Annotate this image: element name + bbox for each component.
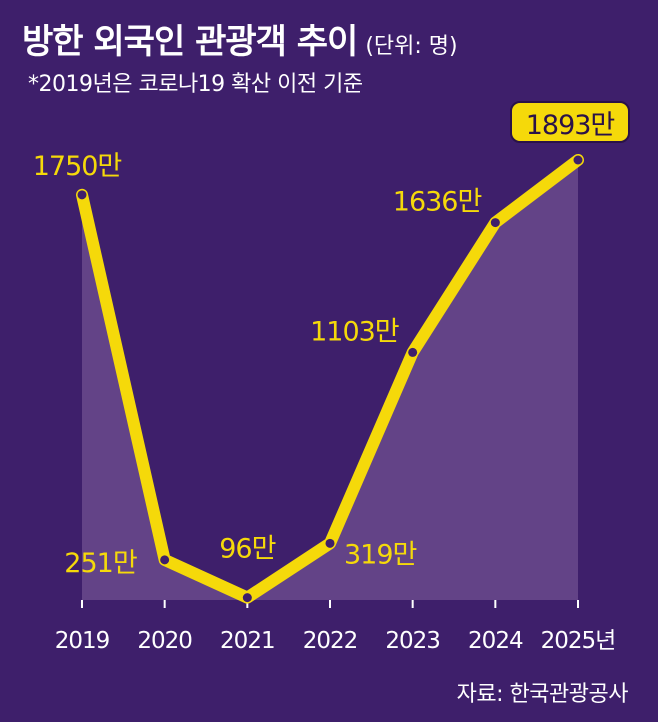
data-point-5 xyxy=(490,218,500,228)
x-tick-label-1: 2020 xyxy=(137,628,192,654)
x-tick-label-0: 2019 xyxy=(55,628,110,654)
x-tick-label-4: 2023 xyxy=(385,628,440,654)
data-label-5: 1636만 xyxy=(393,187,482,218)
chart-title-text: 방한 외국인 관광객 추이 xyxy=(22,22,358,62)
x-tick-label-3: 2022 xyxy=(303,628,358,654)
data-label-6: 1893만 xyxy=(526,110,615,141)
data-label-0: 1750만 xyxy=(33,151,122,182)
highlight-box xyxy=(510,101,630,143)
data-label-3: 319만 xyxy=(344,539,417,570)
data-point-4 xyxy=(408,347,418,357)
unit-label: (단위: 명) xyxy=(365,34,458,59)
data-point-6 xyxy=(573,155,583,165)
x-tick-label-6: 2025년 xyxy=(541,628,616,654)
data-point-1 xyxy=(160,555,170,565)
area-fill xyxy=(82,160,578,600)
chart-note: *2019년은 코로나19 확산 이전 기준 xyxy=(28,72,363,97)
x-tick-label-5: 2024 xyxy=(468,628,523,654)
data-point-0 xyxy=(77,190,87,200)
data-label-2: 96만 xyxy=(219,534,275,565)
chart-title: 방한 외국인 관광객 추이 (단위: 명) xyxy=(22,14,458,63)
x-tick-label-2: 2021 xyxy=(220,628,275,654)
source-label: 자료: 한국관광공사 xyxy=(456,682,629,707)
data-point-3 xyxy=(325,538,335,548)
data-label-1: 251만 xyxy=(64,548,137,579)
data-point-2 xyxy=(242,593,252,603)
data-label-4: 1103만 xyxy=(310,316,399,347)
